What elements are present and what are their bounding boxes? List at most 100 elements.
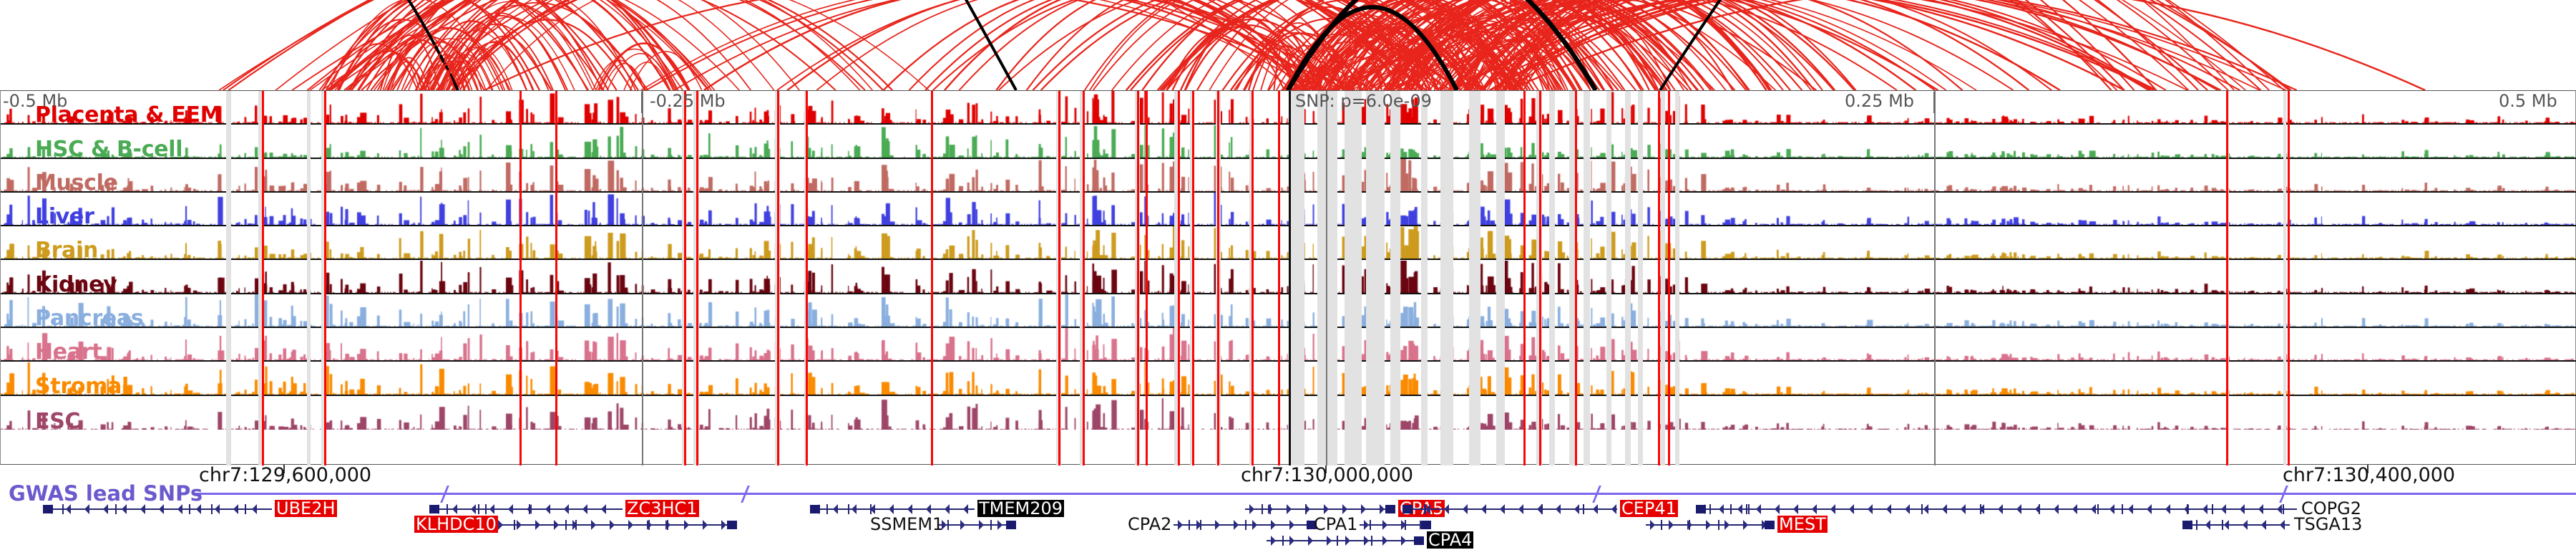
gene-strand-arrow bbox=[233, 504, 238, 514]
gene-strand-arrow bbox=[1364, 520, 1369, 530]
gene-strand-arrow bbox=[1215, 520, 1220, 530]
gene-cep41[interactable]: CEP41 bbox=[0, 500, 2576, 518]
gene-strand-arrow bbox=[721, 520, 726, 530]
gene-label[interactable]: KLHDC10 bbox=[414, 514, 498, 534]
interaction-arc bbox=[1184, 24, 1315, 90]
interaction-arc bbox=[321, 0, 552, 90]
track-signal-canvas bbox=[1, 362, 2576, 395]
gene-terminal-exon bbox=[1385, 505, 1395, 513]
interaction-arc bbox=[1388, 0, 1676, 90]
gene-strand-arrow bbox=[926, 504, 931, 514]
gene-cpa1[interactable]: CPA1 bbox=[0, 516, 2576, 534]
gene-strand-arrow bbox=[2109, 504, 2114, 514]
gene-klhdc10[interactable]: KLHDC10 bbox=[0, 516, 2576, 534]
interaction-arc bbox=[414, 0, 689, 90]
interaction-arc bbox=[1230, 0, 1524, 90]
gene-strand-arrow bbox=[1556, 504, 1561, 514]
gene-label[interactable]: TSGA13 bbox=[2294, 514, 2363, 534]
gene-label[interactable]: SSMEM1 bbox=[870, 514, 944, 534]
gene-copg2[interactable]: COPG2 bbox=[0, 500, 2576, 518]
gene-tsga13[interactable]: TSGA13 bbox=[0, 516, 2576, 534]
gene-exon-tick bbox=[1261, 504, 1263, 514]
gene-label[interactable]: CEP41 bbox=[1620, 498, 1678, 518]
gene-exon-tick bbox=[245, 504, 247, 514]
gene-label[interactable]: ZC3HC1 bbox=[625, 498, 699, 518]
gene-intron-line bbox=[2182, 524, 2290, 526]
interaction-arc bbox=[374, 0, 712, 90]
interaction-arc bbox=[1303, 0, 1636, 90]
track-row-pancreas[interactable]: Pancreas bbox=[1, 294, 2576, 329]
interaction-arc bbox=[1413, 30, 1548, 90]
gene-strand-arrow bbox=[564, 504, 569, 514]
gene-strand-arrow bbox=[2072, 504, 2077, 514]
gene-strand-arrow bbox=[1775, 504, 1780, 514]
interaction-arc-lead bbox=[406, 0, 459, 90]
gene-strand-arrow bbox=[1444, 504, 1449, 514]
track-row-brain[interactable]: Brain bbox=[1, 226, 2576, 261]
gene-strand-arrow bbox=[2261, 520, 2266, 530]
gene-strand-arrow bbox=[1196, 520, 1201, 530]
track-row-muscle[interactable]: Muscle bbox=[1, 158, 2576, 193]
interaction-arc bbox=[1281, 0, 1624, 90]
gene-mest[interactable]: MEST bbox=[0, 516, 2576, 534]
gene-strand-arrow bbox=[1361, 504, 1366, 514]
gene-label[interactable]: COPG2 bbox=[2301, 498, 2361, 518]
gene-zc3hc1[interactable]: ZC3HC1 bbox=[0, 500, 2576, 518]
track-row-kidney[interactable]: Kidney bbox=[1, 260, 2576, 294]
track-row-stromal[interactable]: Stromal bbox=[1, 362, 2576, 396]
gene-strand-arrow bbox=[1271, 536, 1276, 546]
gene-exon-tick bbox=[1337, 536, 1339, 546]
track-row-heart[interactable]: Heart bbox=[1, 328, 2576, 362]
track-row-liver[interactable]: Liver bbox=[1, 193, 2576, 227]
interaction-arc bbox=[325, 0, 590, 90]
gene-ssmem1[interactable]: SSMEM1 bbox=[0, 516, 2576, 534]
coord-label-2: chr7:130,000,000 bbox=[1241, 464, 1414, 486]
gene-label[interactable]: MEST bbox=[1777, 514, 1828, 534]
track-row-esc[interactable]: ESC bbox=[1, 396, 2576, 430]
interaction-arc bbox=[1301, 69, 1321, 90]
gene-ube2h[interactable]: UBE2H bbox=[0, 500, 2576, 518]
gene-strand-arrow bbox=[601, 504, 606, 514]
gene-exon-tick bbox=[2039, 504, 2041, 514]
gene-label[interactable]: UBE2H bbox=[275, 498, 337, 518]
interaction-arc bbox=[428, 1, 646, 90]
gene-strand-arrow bbox=[1382, 536, 1387, 546]
gene-strand-arrow bbox=[1868, 504, 1873, 514]
gene-exon-tick bbox=[1304, 504, 1307, 514]
gene-strand-arrow bbox=[979, 520, 984, 530]
gene-label[interactable]: CPA2 bbox=[1128, 514, 1172, 534]
interaction-arc bbox=[640, 0, 1314, 90]
gene-label[interactable]: CPA1 bbox=[1314, 514, 1358, 534]
gene-strand-arrow bbox=[1289, 520, 1294, 530]
interaction-arc bbox=[439, 4, 597, 90]
gene-label[interactable]: TMEM209 bbox=[977, 498, 1065, 518]
gene-exon-tick bbox=[210, 504, 213, 514]
gene-strand-arrow bbox=[1979, 504, 1984, 514]
gene-cpa2[interactable]: CPA2 bbox=[0, 516, 2576, 534]
interaction-arc bbox=[1342, 0, 1699, 90]
gwas-lead-snp-track[interactable]: GWAS lead SNPs bbox=[0, 481, 2576, 506]
interaction-arc bbox=[1184, 16, 1307, 90]
gene-strand-arrow bbox=[1849, 504, 1854, 514]
gene-strand-arrow bbox=[2128, 504, 2133, 514]
gene-strand-arrow bbox=[1737, 504, 1742, 514]
coord-label-3: chr7:130,400,000 bbox=[2283, 464, 2456, 486]
gene-strand-arrow bbox=[591, 520, 596, 530]
interaction-arc bbox=[376, 0, 588, 90]
track-row-hsc-b-cell[interactable]: HSC & B-cell bbox=[1, 125, 2576, 159]
interaction-arc bbox=[430, 52, 487, 90]
track-label-heart: Heart bbox=[35, 339, 102, 362]
gene-terminal-exon bbox=[1696, 505, 1706, 513]
gene-exon-tick bbox=[1282, 536, 1284, 546]
track-row-placenta-eem[interactable]: Placenta & EEM bbox=[1, 91, 2576, 125]
gene-strand-arrow bbox=[1669, 520, 1674, 530]
gene-strand-arrow bbox=[889, 504, 894, 514]
gene-exon-tick bbox=[1199, 520, 1201, 530]
gene-exon-tick bbox=[947, 520, 950, 530]
gene-exon-tick bbox=[189, 504, 191, 514]
gene-tmem209[interactable]: TMEM209 bbox=[0, 500, 2576, 518]
gene-strand-arrow bbox=[907, 504, 912, 514]
interaction-arc bbox=[1483, 16, 1665, 90]
gene-strand-arrow bbox=[628, 520, 633, 530]
gene-strand-arrow bbox=[489, 504, 494, 514]
